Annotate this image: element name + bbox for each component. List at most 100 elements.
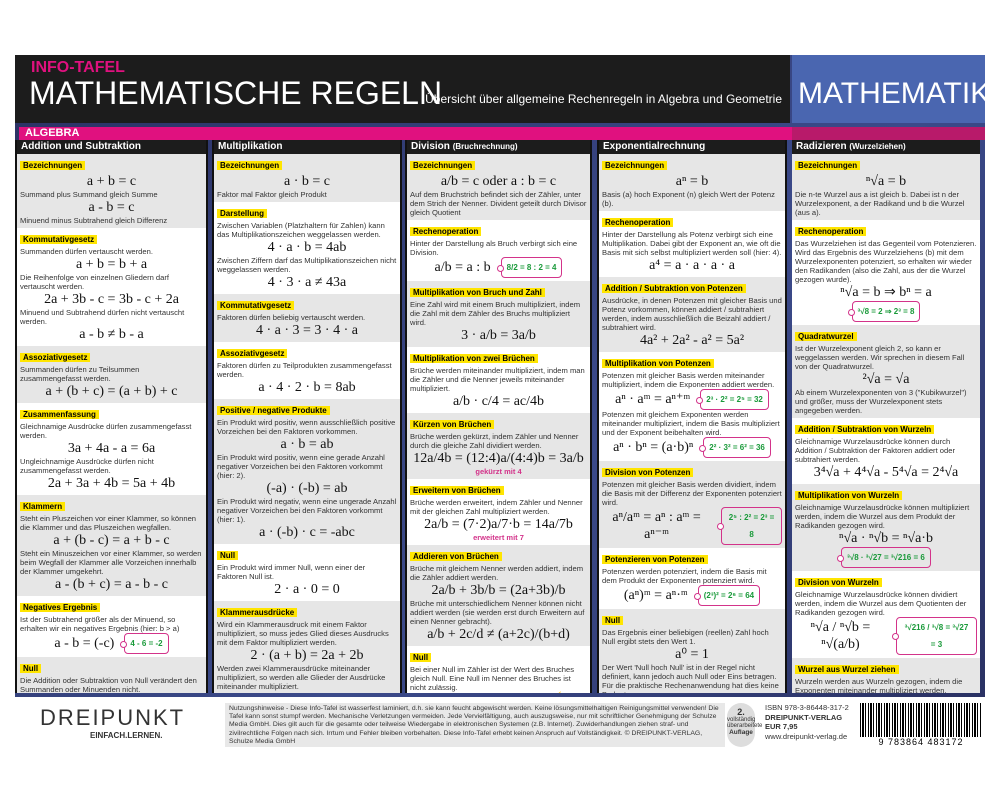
example-box: ³√8 = 2 ⇒ 2³ = 8 [847,301,921,322]
formula-row: a + b = c [20,173,203,190]
rule-text: Faktor mal Faktor gleich Produkt [217,190,327,199]
section-heading: Positive / negative Produkte [217,406,330,415]
column-title-text: Exponentialrechnung [603,141,706,152]
formula-row: 2a + 3a + 4b = 5a + 4b [20,475,203,492]
formula-row: aⁿ = b [602,173,782,190]
rule-section: Negatives Ergebnis Ist der Subtrahend grö… [17,596,206,657]
section-heading: Null [410,653,432,662]
section-heading: Division von Potenzen [602,468,694,477]
rule-text: Das Wurzelziehen ist das Gegenteil vom P… [795,239,977,284]
formula: a - b = c [88,200,135,215]
rule-section: Klammerausdrücke Wird ein Klammerausdruck… [214,601,400,693]
formula-row: 3⁴√a + 4⁴√a - 5⁴√a = 2⁴√a [795,464,977,481]
section-heading: Zusammenfassung [20,410,99,419]
rule-text: Steht ein Pluszeichen vor einer Klammer,… [20,514,197,532]
formula: 2 · (a + b) = 2a + 2b [250,648,364,663]
formula: a/b · c/4 = ac/4b [452,394,545,409]
rule-section: Null Bei einer Null im Zähler ist der Wer… [407,646,590,693]
section-heading: Bezeichnungen [410,161,476,170]
website: www.dreipunkt-verlag.de [765,731,848,741]
section-heading: Null [217,551,239,560]
rule-text: Werden zwei Klammerausdrücke miteinander… [217,664,386,691]
rule-section: Addition / Subtraktion von Wurzeln Gleich… [792,418,980,484]
rule-text: Ungleichnamige Ausdrücke dürfen nicht zu… [20,457,154,475]
rule-text: Brüche werden erweitert, indem Zähler un… [410,498,583,516]
section-heading: Bezeichnungen [217,161,283,170]
formula: (aⁿ)ᵐ = aⁿ·ᵐ [623,588,688,603]
formula: a/b = a : b [434,260,491,275]
rule-section: Erweitern von Brüchen Brüche werden erwei… [407,479,590,545]
section-band: ALGEBRA [19,127,985,140]
formula-row: a · b = ab [217,436,397,453]
formula-row: a/b = c oder a : b = c [410,173,587,190]
formula: a - b ≠ b - a [79,327,144,342]
rule-section: Multiplikation von zwei Brüchen Brüche we… [407,347,590,413]
header: INFO-TAFEL MATHEMATISCHE REGELN Übersich… [15,55,790,123]
rule-text: Gleichnamige Wurzelausdrücke können divi… [795,590,967,617]
rule-section: Assoziativgesetz Summanden dürfen zu Teil… [17,346,206,403]
rule-section: Multiplikation von Potenzen Potenzen mit … [599,352,785,461]
formula-row: aⁿ · aᵐ = aⁿ⁺ᵐ 2³ · 2² = 2⁵ = 32 [602,389,782,410]
example-box: 8/2 = 8 : 2 = 4 [496,257,563,278]
section-heading: Potenzieren von Potenzen [602,555,708,564]
rule-text: Ist der Wurzelexponent gleich 2, so kann… [795,344,965,371]
rule-section: Positive / negative Produkte Ein Produkt … [214,399,400,544]
rule-text: Die n-te Wurzel aus a ist gleich b. Dabe… [795,190,965,217]
formula: 2a/b + 3b/b = (2a+3b)/b [431,583,566,598]
formula: 3a + 4a - a = 6a [67,441,156,456]
rule-section: Division von Wurzeln Gleichnamige Wurzela… [792,571,980,658]
formula-row: 2a + 3b - c = 3b - c + 2a [20,291,203,308]
rule-text: Hinter der Darstellung als Potenz verbir… [602,230,782,257]
rule-text: Ein Produkt wird positiv, wenn ausschlie… [217,418,396,436]
formula-row: aⁿ · bⁿ = (a·b)ⁿ 2² · 3² = 6² = 36 [602,437,782,458]
column-title-text: Addition und Subtraktion [21,141,141,152]
section-heading: Rechenoperation [410,227,482,236]
formula-row: (a + b)·(c + 2) = ac + 2a + bc + 2b [217,691,397,693]
formula-row: 4 · a · 3 = 3 · 4 · a [217,322,397,339]
formula-row: a⁰ = 1 [602,646,782,663]
rule-text: Gleichnamige Wurzelausdrücke können mult… [795,503,970,530]
formula: ⁿ√a = b ⇒ bⁿ = a [840,285,932,300]
rule-section: Multiplikation von Bruch und Zahl Eine Za… [407,281,590,347]
formula-row: ³√8 = 2 ⇒ 2³ = 8 [795,301,977,322]
formula-row: a · b = c [217,173,397,190]
section-heading: Null [602,616,624,625]
badge-text: vollständig überarbeitete [727,717,763,729]
column-title: Exponentialrechnung [599,140,785,154]
rule-text: Hinter der Darstellung als Bruch verbirg… [410,239,578,257]
rule-text: Potenzen mit gleicher Basis werden divid… [602,480,782,507]
kicker: INFO-TAFEL [31,59,125,76]
section-heading: Kommutativgesetz [217,301,295,310]
example-box: 2³ · 2² = 2⁵ = 32 [696,389,769,410]
formula-row: aⁿ/aᵐ = aⁿ : aᵐ = aⁿ⁻ᵐ 2⁵ : 2² = 2³ = 8 [602,507,782,545]
formula: a · (-b) · c = -abc [259,525,355,540]
column-title: Radizieren (Wurzelziehen) [792,140,980,154]
rule-text: Summanden dürfen vertauscht werden. [20,247,153,256]
rule-text: Zwischen Ziffern darf das Multiplikation… [217,256,397,274]
section-heading: Null [20,664,42,673]
rule-section: Wurzel aus Wurzel ziehen Wurzeln werden a… [792,658,980,693]
rule-text: Basis (a) hoch Exponent (n) gleich Wert … [602,190,775,208]
usage-notice: Nutzungshinweise - Diese Info-Tafel ist … [225,703,725,747]
section-heading: Rechenoperation [795,227,867,236]
section-heading: Bezeichnungen [20,161,86,170]
column-2: Division (Bruchrechnung) Bezeichnungen a/b… [405,140,592,693]
formula: a + (b + c) = (a + b) + c [45,384,178,399]
formula: a + b = b + a [75,257,148,272]
formula: a · b = ab [280,437,334,452]
rule-section: Bezeichnungen a + b = c Summand plus Summa… [17,154,206,228]
formula: ⁿ√a · ⁿ√b = ⁿ√a·b [839,531,933,546]
rule-text: Gleichnamige Ausdrücke dürfen zusammenge… [20,422,192,440]
section-heading: Quadratwurzel [795,332,857,341]
formula: a/b = c oder a : b = c [440,174,557,189]
section-heading: Klammern [20,502,66,511]
rule-text: Wird ein Klammerausdruck mit einem Fakto… [217,620,389,647]
section-heading: Klammerausdrücke [217,608,298,617]
formula: 4 · a · b = 4ab [267,240,347,255]
formula: 4 · a · 3 = 3 · 4 · a [256,323,358,338]
formula: aⁿ · bⁿ = (a·b)ⁿ [613,440,694,455]
formula: a - b = (-c) [54,636,115,651]
rule-text: Wurzeln werden aus Wurzeln gezogen, inde… [795,677,963,693]
section-heading: Multiplikation von Bruch und Zahl [410,288,545,297]
